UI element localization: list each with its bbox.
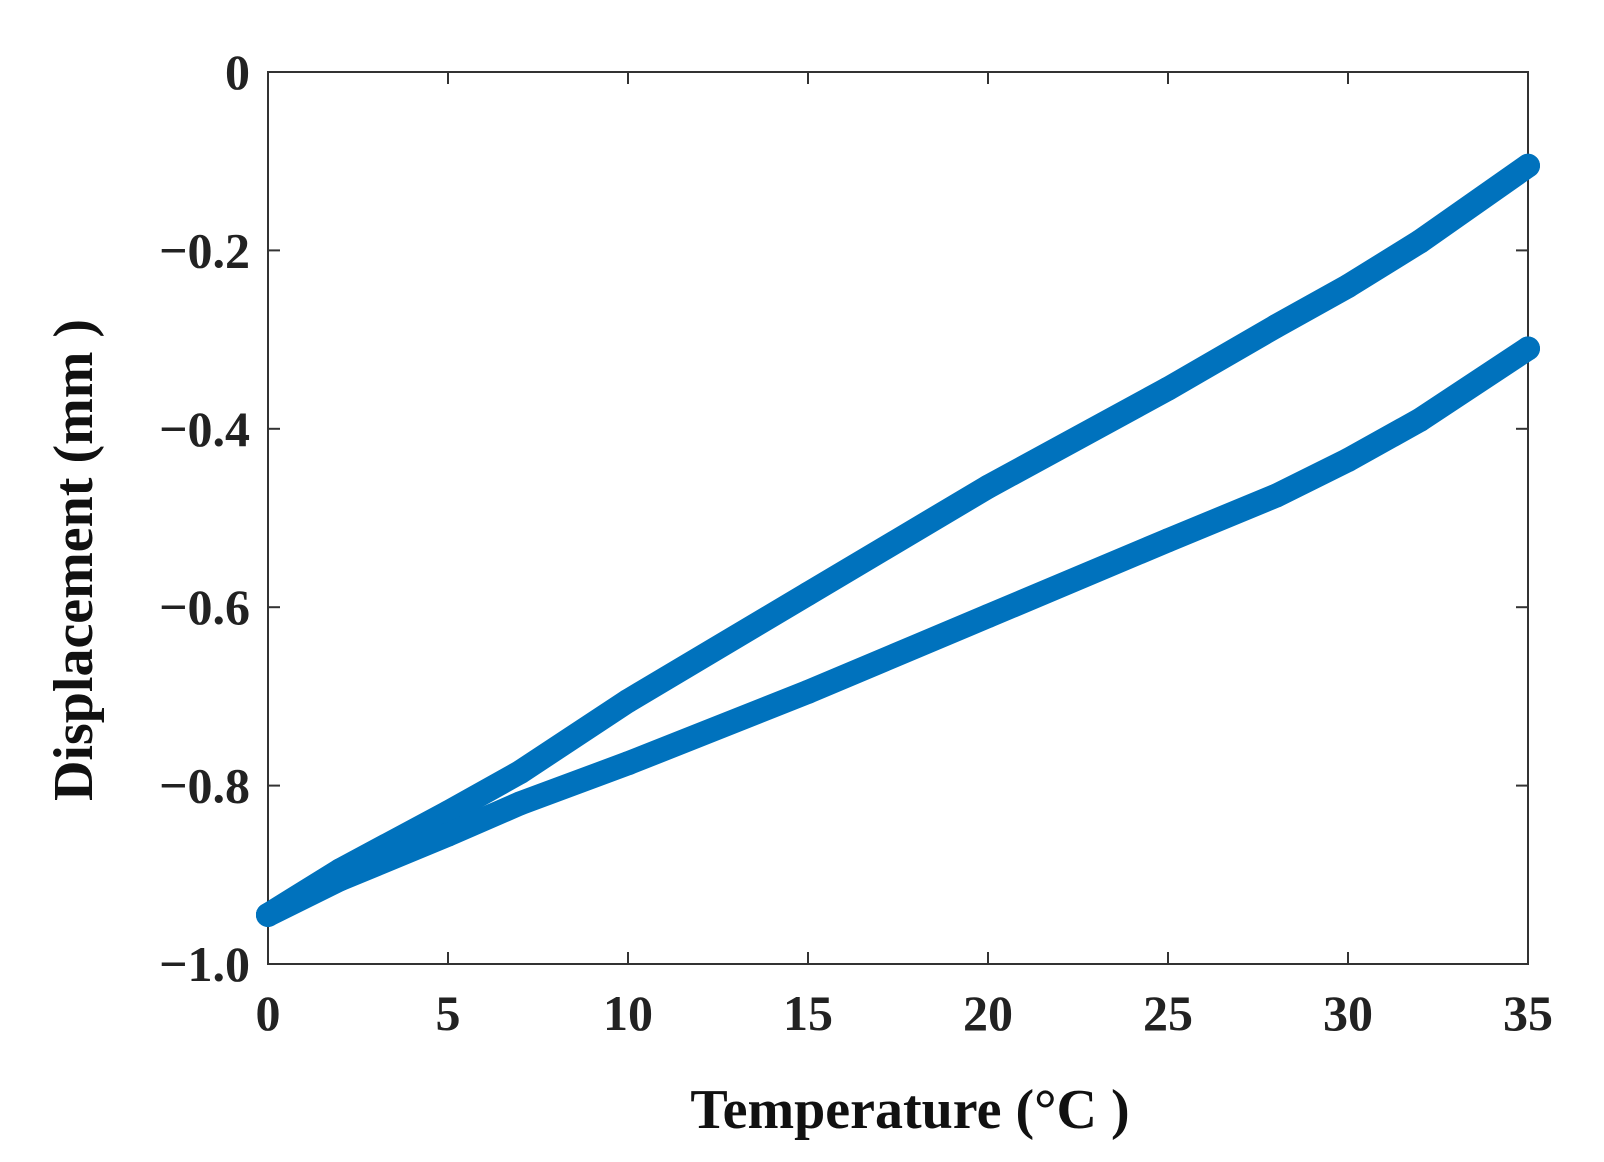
point-lower-branch-1 (328, 867, 352, 892)
x-axis-title: Temperature (°C ) (690, 1079, 1129, 1141)
x-tick-label-5: 5 (436, 985, 461, 1041)
point-lower-branch-7 (1156, 528, 1180, 553)
series-upper-branch (256, 153, 1540, 927)
y-axis-title: Displacement (mm ) (43, 319, 105, 801)
series-lower-branch (256, 336, 1540, 927)
point-upper-branch-6 (976, 474, 1000, 499)
point-lower-branch-0 (256, 902, 280, 927)
point-lower-branch-4 (616, 751, 640, 776)
x-tick-label-35: 35 (1503, 985, 1553, 1041)
y-tick-label-−0.4: −0.4 (159, 401, 250, 457)
x-tick-label-0: 0 (256, 985, 281, 1041)
point-lower-branch-10 (1408, 407, 1432, 432)
x-tick-label-30: 30 (1323, 985, 1373, 1041)
series-layer (256, 153, 1540, 927)
point-lower-branch-3 (508, 791, 532, 816)
point-lower-branch-5 (796, 679, 820, 704)
point-upper-branch-10 (1408, 229, 1432, 254)
x-tick-label-15: 15 (783, 985, 833, 1041)
y-tick-label-0: 0 (225, 44, 250, 100)
point-upper-branch-11 (1516, 153, 1540, 178)
point-upper-branch-9 (1336, 274, 1360, 299)
y-tick-label-−0.2: −0.2 (159, 222, 250, 278)
point-upper-branch-7 (1156, 376, 1180, 401)
point-lower-branch-2 (436, 822, 460, 847)
y-tick-label-−0.6: −0.6 (159, 579, 250, 635)
x-tick-label-10: 10 (603, 985, 653, 1041)
point-lower-branch-9 (1336, 448, 1360, 472)
point-lower-branch-8 (1264, 483, 1288, 508)
x-tick-label-20: 20 (963, 985, 1013, 1041)
point-upper-branch-2 (436, 800, 460, 825)
point-upper-branch-5 (796, 581, 820, 606)
point-upper-branch-8 (1264, 314, 1288, 339)
y-tick-label-−1.0: −1.0 (159, 936, 250, 992)
x-tick-label-25: 25 (1143, 985, 1193, 1041)
point-upper-branch-3 (508, 760, 532, 785)
tick-layer (267, 71, 1529, 965)
tick-label-layer: 0 5 10 15 20 25 30 35 0 −0.2 −0.4 −0.6 −0.8 −1.0 (159, 44, 1553, 1041)
point-upper-branch-4 (616, 688, 640, 713)
point-lower-branch-11 (1516, 336, 1540, 361)
y-tick-label-−0.8: −0.8 (159, 758, 250, 814)
point-lower-branch-6 (976, 604, 1000, 629)
